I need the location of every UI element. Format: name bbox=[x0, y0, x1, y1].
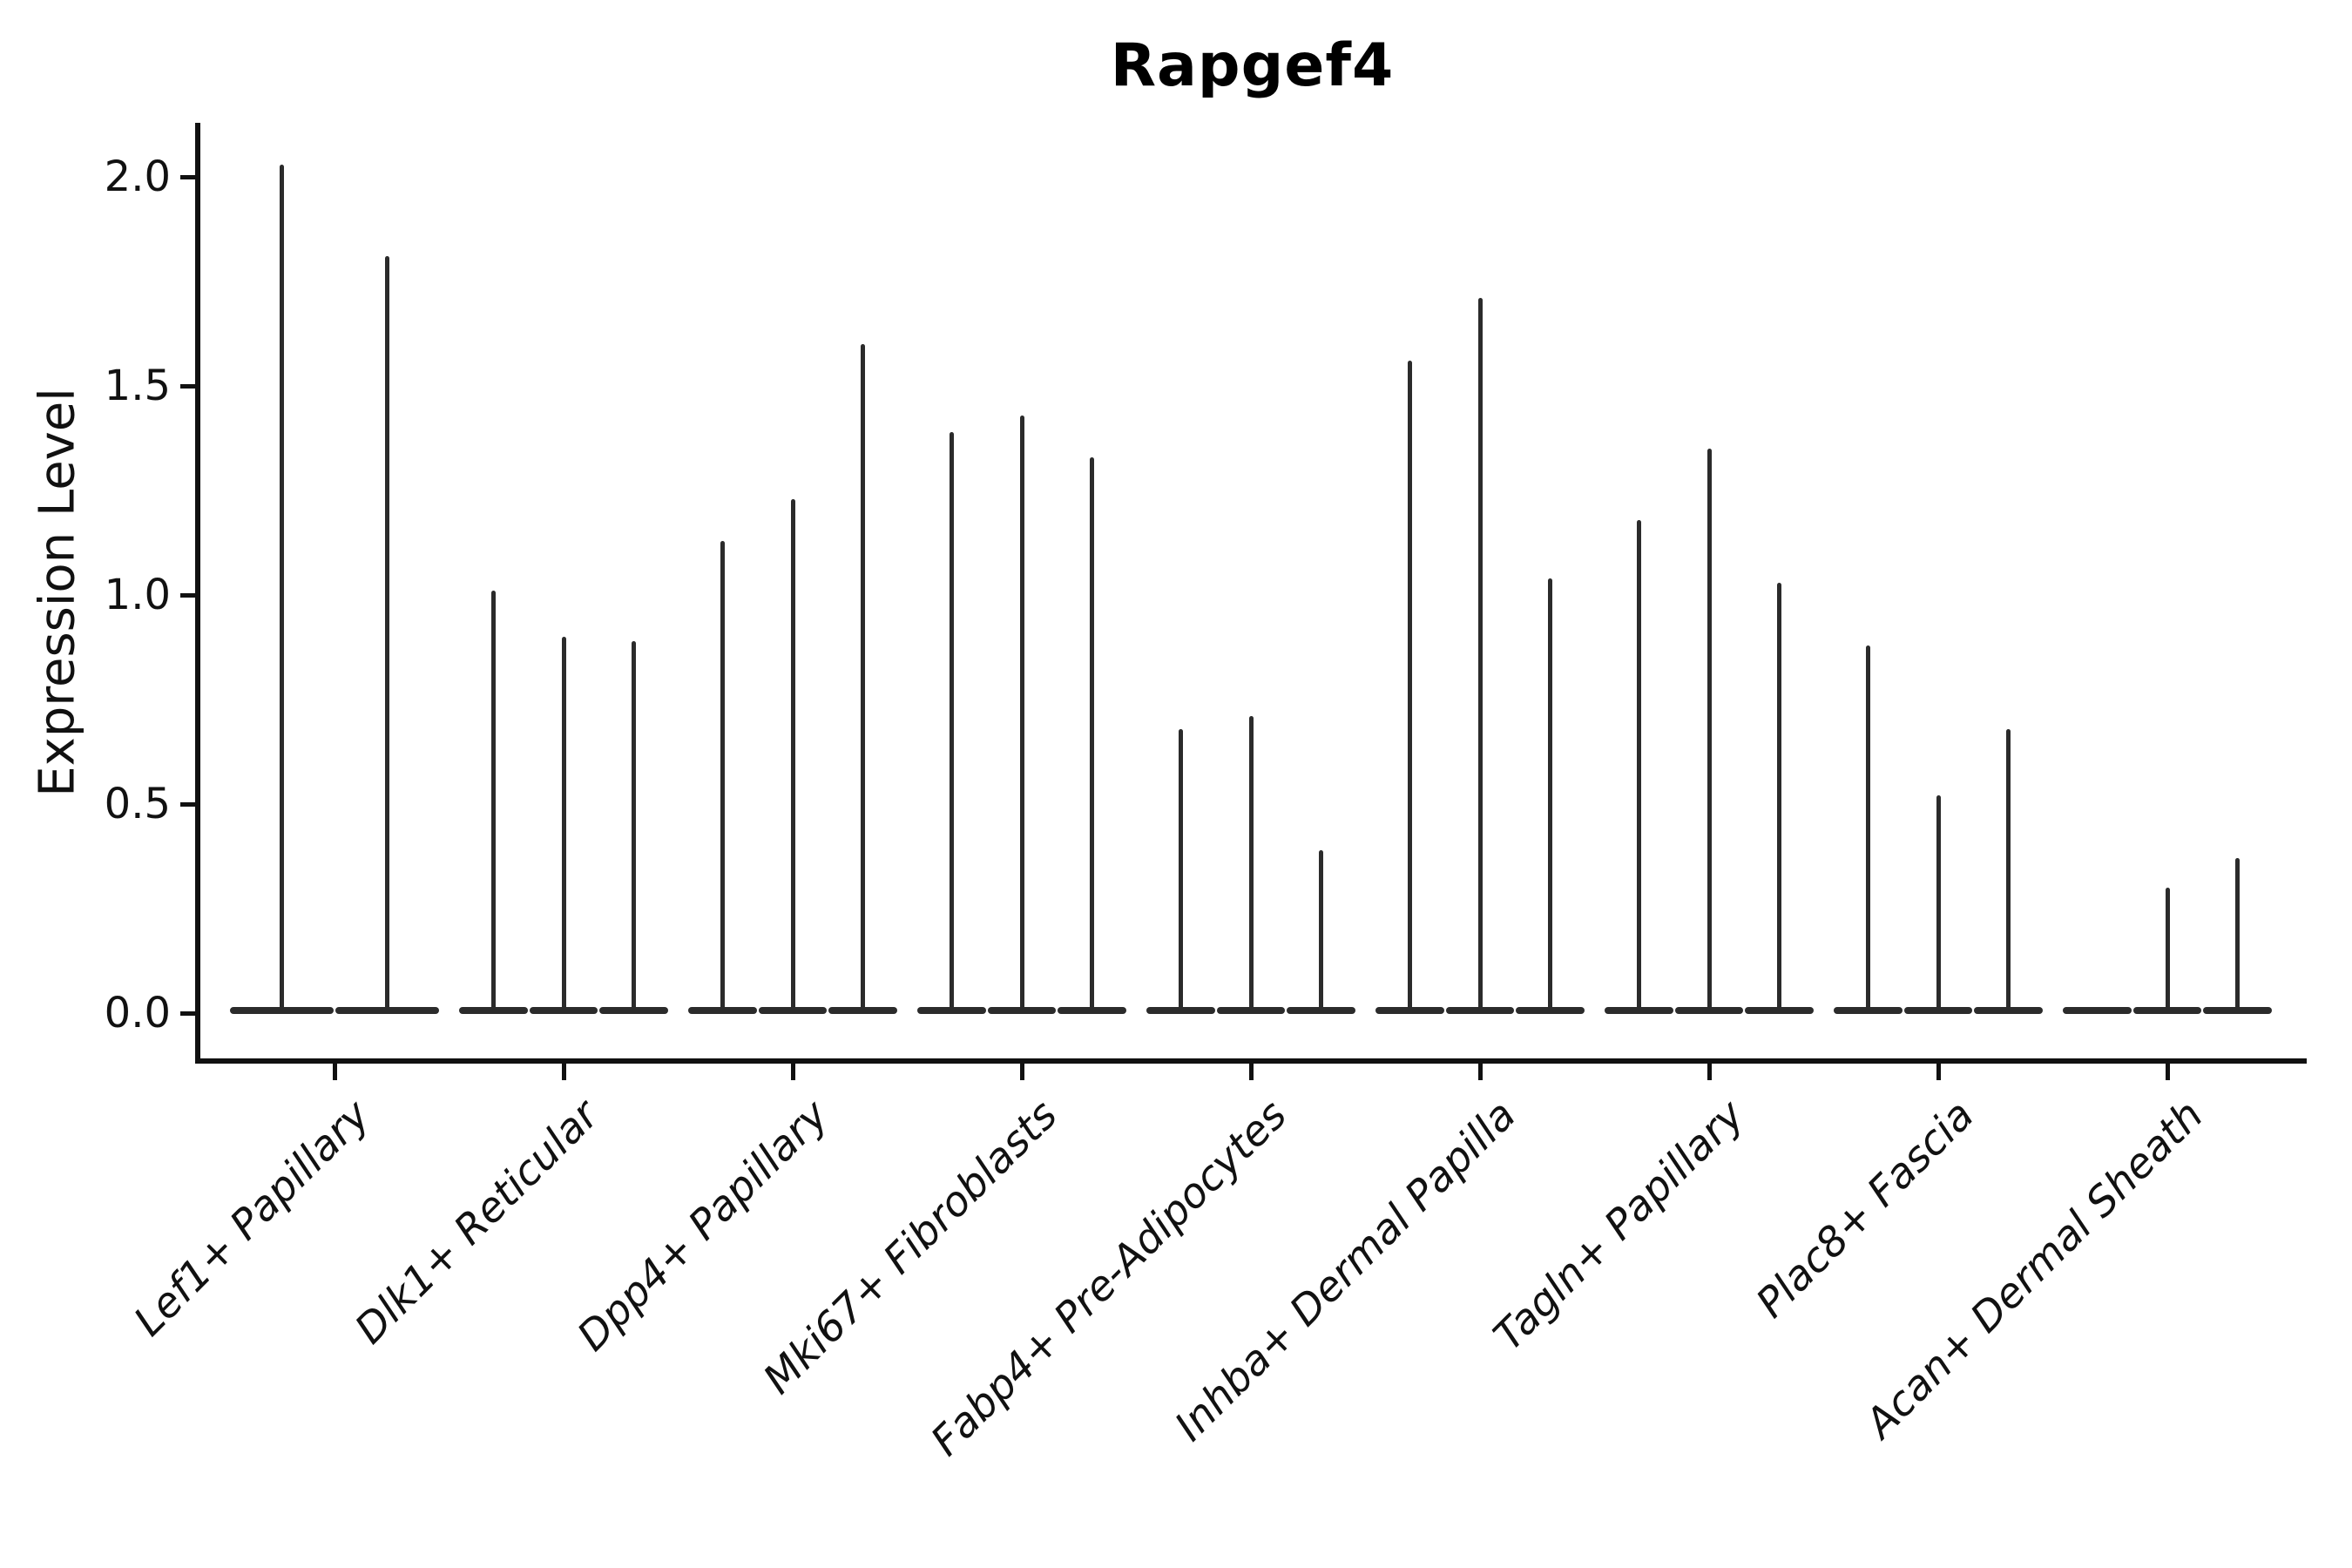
violin-spike bbox=[1178, 728, 1183, 1013]
y-tick-label: 2.0 bbox=[104, 152, 171, 201]
violin-spike bbox=[1477, 298, 1483, 1013]
y-tick-label: 0.5 bbox=[104, 780, 171, 828]
violin-spike bbox=[720, 540, 725, 1013]
x-tick-label: Tagln+ Papillary bbox=[1484, 1091, 1754, 1361]
y-tick bbox=[180, 383, 198, 389]
violin-spike bbox=[561, 637, 566, 1013]
x-tick-label: Lef1+ Papillary bbox=[125, 1091, 380, 1346]
x-tick-label: Dpp4+ Papillary bbox=[568, 1091, 838, 1361]
violin-spike bbox=[1865, 645, 1870, 1013]
violin-spike bbox=[1936, 795, 1941, 1013]
violin-spike bbox=[1548, 578, 1553, 1013]
x-tick bbox=[561, 1061, 566, 1080]
violin-base bbox=[2063, 1007, 2132, 1014]
violin-spike bbox=[1319, 849, 1324, 1013]
y-tick-label: 1.0 bbox=[104, 571, 171, 619]
violin-spike bbox=[949, 431, 954, 1013]
violin-spike bbox=[861, 344, 866, 1013]
violin-spike bbox=[1090, 456, 1095, 1013]
x-tick bbox=[1019, 1061, 1024, 1080]
y-tick-label: 1.5 bbox=[104, 362, 171, 410]
x-tick bbox=[1936, 1061, 1941, 1080]
violin-spike bbox=[490, 591, 496, 1013]
x-tick bbox=[1248, 1061, 1254, 1080]
violin-spike bbox=[1707, 449, 1712, 1013]
y-tick bbox=[180, 801, 198, 807]
violin-spike bbox=[1019, 415, 1024, 1013]
y-tick bbox=[180, 1010, 198, 1016]
x-tick bbox=[1477, 1061, 1483, 1080]
violin-spike bbox=[280, 164, 284, 1013]
y-axis-spine bbox=[195, 123, 200, 1064]
plot-title: Rapgef4 bbox=[1110, 31, 1395, 100]
violin-spike bbox=[2006, 728, 2011, 1013]
y-tick bbox=[180, 592, 198, 598]
violin-spike bbox=[632, 640, 637, 1013]
x-tick-label: Plac8+ Fascia bbox=[1747, 1091, 1984, 1328]
x-tick bbox=[2165, 1061, 2170, 1080]
y-tick-label: 0.0 bbox=[104, 989, 171, 1037]
x-tick-label: Dlk1+ Reticular bbox=[346, 1091, 609, 1354]
violin-spike bbox=[1777, 582, 1782, 1013]
violin-spike bbox=[2235, 858, 2240, 1013]
x-tick bbox=[790, 1061, 795, 1080]
violin-spike bbox=[385, 256, 389, 1013]
violin-spike bbox=[1636, 519, 1641, 1013]
y-tick bbox=[180, 174, 198, 179]
x-tick bbox=[1707, 1061, 1712, 1080]
violin-spike bbox=[1407, 361, 1412, 1013]
violin-spike bbox=[2165, 888, 2170, 1013]
violin-spike bbox=[1248, 716, 1254, 1013]
violin-spike bbox=[790, 498, 795, 1013]
x-tick bbox=[332, 1061, 337, 1080]
